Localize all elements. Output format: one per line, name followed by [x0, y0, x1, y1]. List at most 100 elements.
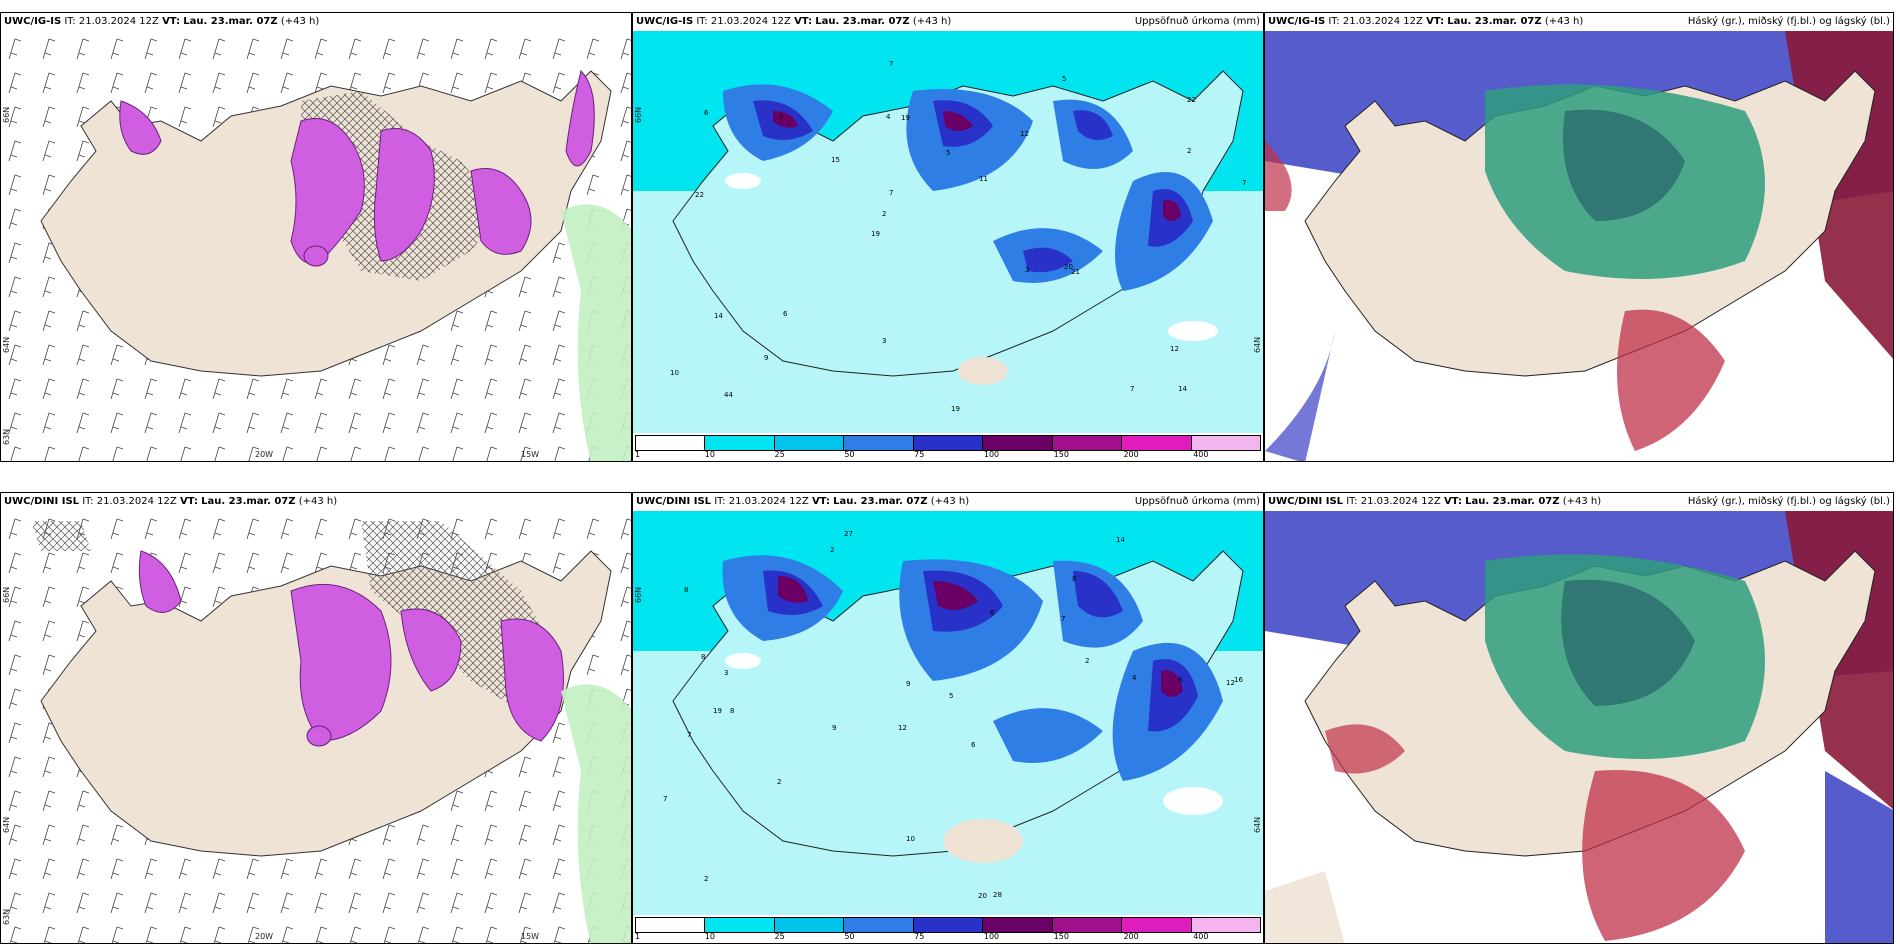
legend-tick-label: 1 [635, 932, 641, 941]
lat-label-66n: 66N [634, 106, 643, 123]
legend-tick-label: 100 [983, 450, 1000, 459]
valid-time: Lau. 23.mar. 07Z [1447, 16, 1542, 27]
legend-swatch [1191, 918, 1260, 932]
precip-value-label: 12 [898, 724, 907, 732]
lon-label-15w: 15W [521, 450, 540, 459]
legend-tick-label: 10 [704, 932, 715, 941]
legend-swatch [1052, 918, 1123, 932]
lat-label-66n: 66N [2, 106, 11, 123]
precip-legend: 1 10 25 50 75 100 150 200 400 [633, 433, 1263, 461]
panel-bottom-right: UWC/DINI ISL IT: 21.03.2024 12Z VT: Lau.… [1264, 492, 1894, 944]
precip-value-label: 6 [990, 609, 995, 617]
lon-label-20w: 20W [255, 450, 274, 459]
precip-value-label: 6 [783, 310, 788, 318]
legend-bar [635, 435, 1261, 451]
field-title: Uppsöfnuð úrkoma (mm) [1134, 496, 1260, 507]
panel-bottom-left: UWC/DINI ISL IT: 21.03.2024 12Z VT: Lau.… [0, 492, 632, 944]
precip-value-label: 7 [889, 189, 893, 197]
precip-value-label: 5 [946, 149, 950, 157]
panel-header: UWC/DINI ISL IT: 21.03.2024 12Z VT: Lau.… [1, 493, 631, 511]
precip-value-label: 5 [949, 692, 953, 700]
precip-value-label: 8 [701, 653, 705, 661]
legend-tick-label: 400 [1193, 932, 1209, 941]
snow-wind-map [1, 511, 631, 943]
panel-top-middle: UWC/IG-IS IT: 21.03.2024 12Z VT: Lau. 23… [632, 12, 1264, 462]
model-name: UWC/IG-IS [4, 16, 62, 27]
precip-value-label: 8 [684, 586, 688, 594]
lead-time: (+43 h) [912, 16, 952, 27]
precip-value-label: 7 [1242, 179, 1246, 187]
precip-value-label: 22 [1187, 96, 1196, 104]
snow-area [290, 583, 392, 742]
precip-value-label: 8 [1072, 575, 1076, 583]
legend-swatch [844, 436, 914, 450]
precip-map: 27 8 12 12 6 8 8 7 7 6 5 2 2 9 20 28 10 14 2 2 3 19 16 6 7 8 9 4 [633, 511, 1263, 917]
valid-time: Lau. 23.mar. 07Z [1465, 496, 1560, 507]
precip-value-label: 9 [832, 724, 836, 732]
panel-top-left: UWC/IG-IS IT: 21.03.2024 12Z VT: Lau. 23… [0, 12, 632, 462]
precip-value-label: 14 [714, 312, 723, 320]
legend-tick-label: 150 [1053, 450, 1069, 459]
precip-value-label: 2 [1085, 657, 1089, 665]
lead-time: (+43 h) [930, 496, 970, 507]
panel-bottom-middle: UWC/DINI ISL IT: 21.03.2024 12Z VT: Lau.… [632, 492, 1264, 944]
precip-value-label: 10 [670, 369, 679, 377]
precip-value-label: 44 [724, 391, 733, 399]
model-name: UWC/DINI ISL [636, 496, 712, 507]
legend-swatch [1122, 918, 1192, 932]
valid-time: Lau. 23.mar. 07Z [183, 16, 278, 27]
lead-time: (+43 h) [298, 496, 338, 507]
precip-value-label: 11 [979, 175, 988, 183]
precip-legend: 1 10 25 50 75 100 150 200 400 [633, 915, 1263, 943]
precip-value-labels: 27 8 12 12 6 8 8 7 7 6 5 2 2 9 20 28 10 14 2 2 3 19 16 6 7 8 9 4 [663, 530, 1243, 900]
precip-value-label: 12 [1226, 679, 1235, 687]
legend-swatch [913, 436, 984, 450]
lon-label-20w: 20W [255, 932, 274, 941]
precip-value-label: 7 [1130, 385, 1134, 393]
model-name: UWC/DINI ISL [4, 496, 80, 507]
precip-value-label: 2 [1187, 147, 1191, 155]
valid-time: Lau. 23.mar. 07Z [201, 496, 296, 507]
legend-bar [635, 917, 1261, 933]
precip-value-label: 9 [764, 354, 768, 362]
precip-value-label: 16 [1234, 676, 1243, 684]
legend-tick-label: 200 [1123, 450, 1139, 459]
legend-tick-label: 25 [774, 932, 785, 941]
legend-swatch [774, 436, 845, 450]
legend-tick-label: 25 [774, 450, 785, 459]
precip-value-label: 15 [831, 156, 840, 164]
init-time: IT: 21.03.2024 12Z [696, 16, 791, 27]
lat-label-63n: 63N [2, 908, 11, 925]
precip-value-label: 27 [844, 530, 853, 538]
legend-tick-label: 10 [704, 450, 715, 459]
legend-tick-label: 50 [844, 932, 855, 941]
panel-header: UWC/IG-IS IT: 21.03.2024 12Z VT: Lau. 23… [1, 13, 631, 31]
init-time: IT: 21.03.2024 12Z [82, 496, 177, 507]
valid-time-label: VT: [162, 16, 181, 27]
lat-label-66n: 66N [2, 586, 11, 603]
legend-tick-label: 1 [635, 450, 641, 459]
lat-label-64n: 64N [1253, 336, 1262, 353]
lead-time: (+43 h) [280, 16, 320, 27]
snow-wind-map [1, 31, 631, 461]
legend-tick-label: 150 [1053, 932, 1069, 941]
precip-value-label: 6 [971, 741, 976, 749]
field-title: Háský (gr.), miðský (fj.bl.) og lágský (… [1687, 16, 1890, 27]
legend-swatch [636, 436, 706, 450]
precip-value-label: 4 [886, 113, 891, 121]
precip-value-label: 5 [1062, 75, 1066, 83]
legend-swatch [1052, 436, 1123, 450]
init-time: IT: 21.03.2024 12Z [1346, 496, 1441, 507]
valid-time-label: VT: [179, 496, 198, 507]
precip-value-label: 6 [704, 109, 709, 117]
valid-time-label: VT: [794, 16, 813, 27]
field-title: Uppsöfnuð úrkoma (mm) [1134, 16, 1260, 27]
precip-value-label: 4 [1132, 674, 1137, 682]
precip-value-label: 9 [906, 680, 910, 688]
precip-value-label: 22 [695, 191, 704, 199]
lat-label-64n: 64N [2, 336, 11, 353]
precip-value-label: 28 [993, 891, 1002, 899]
precip-map: 1422221912444514151091911216773223775671… [633, 31, 1263, 435]
precip-value-label: 3 [1025, 266, 1029, 274]
precip-value-label: 14 [1116, 536, 1125, 544]
